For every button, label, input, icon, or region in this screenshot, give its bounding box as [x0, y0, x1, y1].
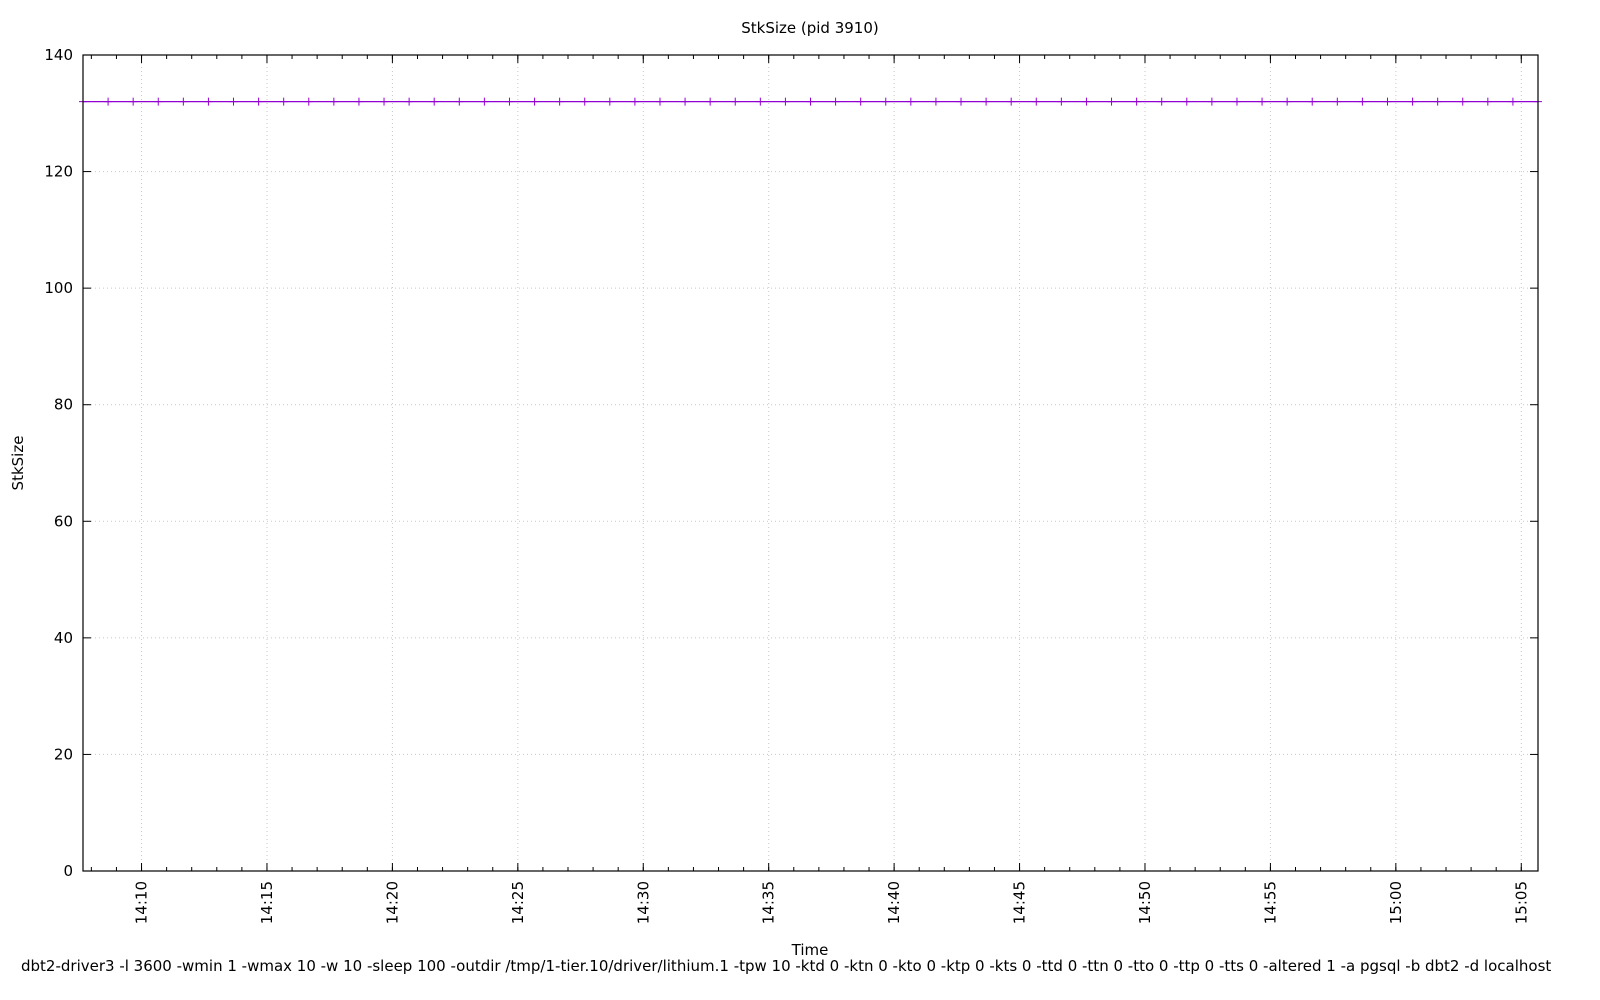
data-point — [655, 97, 664, 106]
data-point — [1358, 97, 1367, 106]
x-tick-label: 14:40 — [885, 881, 903, 924]
y-tick-label: 100 — [44, 279, 73, 297]
y-tick-label: 140 — [44, 46, 73, 64]
x-tick-label: 14:20 — [383, 881, 401, 924]
data-point — [1508, 97, 1517, 106]
data-point — [706, 97, 715, 106]
command-line-footer: dbt2-driver3 -l 3600 -wmin 1 -wmax 10 -w… — [21, 957, 1551, 975]
data-point — [129, 97, 138, 106]
y-tick-label: 120 — [44, 163, 73, 181]
grid — [83, 55, 1538, 871]
x-tick-label: 14:30 — [634, 881, 652, 924]
data-point — [455, 97, 464, 106]
data-point — [1057, 97, 1066, 106]
data-point — [731, 97, 740, 106]
data-point — [430, 97, 439, 106]
x-tick-label: 14:45 — [1011, 881, 1029, 924]
data-point — [555, 97, 564, 106]
x-tick-label: 15:00 — [1387, 881, 1405, 924]
data-point — [1007, 97, 1016, 106]
x-axis-label: Time — [791, 941, 829, 959]
data-point — [580, 97, 589, 106]
data-point — [1232, 97, 1241, 106]
y-axis-label: StkSize — [9, 436, 27, 491]
series-stksize — [79, 97, 1542, 106]
data-point — [1207, 97, 1216, 106]
data-point — [279, 97, 288, 106]
data-point — [179, 97, 188, 106]
data-point — [806, 97, 815, 106]
x-tick-label: 14:10 — [133, 881, 151, 924]
data-point — [204, 97, 213, 106]
data-point — [957, 97, 966, 106]
data-point — [1258, 97, 1267, 106]
data-point — [530, 97, 539, 106]
y-tick-label: 60 — [54, 512, 73, 530]
data-point — [681, 97, 690, 106]
x-tick-label: 14:55 — [1261, 881, 1279, 924]
data-point — [254, 97, 263, 106]
data-point — [1458, 97, 1467, 106]
data-point — [856, 97, 865, 106]
data-point — [982, 97, 991, 106]
data-point — [304, 97, 313, 106]
data-point — [1483, 97, 1492, 106]
data-point — [1308, 97, 1317, 106]
data-point — [154, 97, 163, 106]
data-point — [1107, 97, 1116, 106]
data-point — [781, 97, 790, 106]
data-point — [756, 97, 765, 106]
data-point — [1032, 97, 1041, 106]
data-point — [906, 97, 915, 106]
data-point — [1433, 97, 1442, 106]
data-point — [329, 97, 338, 106]
data-point — [605, 97, 614, 106]
data-point — [1082, 97, 1091, 106]
x-tick-label: 14:25 — [509, 881, 527, 924]
data-point — [1182, 97, 1191, 106]
data-point — [354, 97, 363, 106]
y-tick-label: 40 — [54, 629, 73, 647]
data-point — [229, 97, 238, 106]
data-point — [1333, 97, 1342, 106]
y-tick-label: 80 — [54, 396, 73, 414]
data-point — [831, 97, 840, 106]
y-axis: 0 20 40 60 80 100 120 140 — [44, 46, 1538, 880]
y-tick-label: 20 — [54, 745, 73, 763]
x-tick-label: 14:50 — [1136, 881, 1154, 924]
data-point — [1383, 97, 1392, 106]
data-point — [104, 97, 113, 106]
data-point — [931, 97, 940, 106]
data-point — [380, 97, 389, 106]
data-point — [1157, 97, 1166, 106]
plot-frame — [82, 54, 1539, 872]
data-point — [1408, 97, 1417, 106]
data-point — [505, 97, 514, 106]
chart-title: StkSize (pid 3910) — [741, 19, 879, 37]
x-tick-label: 14:35 — [760, 881, 778, 924]
x-tick-label: 15:05 — [1512, 881, 1530, 924]
x-axis: 14:10 14:15 14:20 14:25 14:30 14:35 14:40 14:45… — [90, 55, 1530, 924]
x-tick-label: 14:15 — [258, 881, 276, 924]
data-point — [1132, 97, 1141, 106]
data-point — [881, 97, 890, 106]
y-tick-label: 0 — [63, 862, 73, 880]
data-point — [630, 97, 639, 106]
data-point — [405, 97, 414, 106]
data-point — [480, 97, 489, 106]
data-point — [1283, 97, 1292, 106]
